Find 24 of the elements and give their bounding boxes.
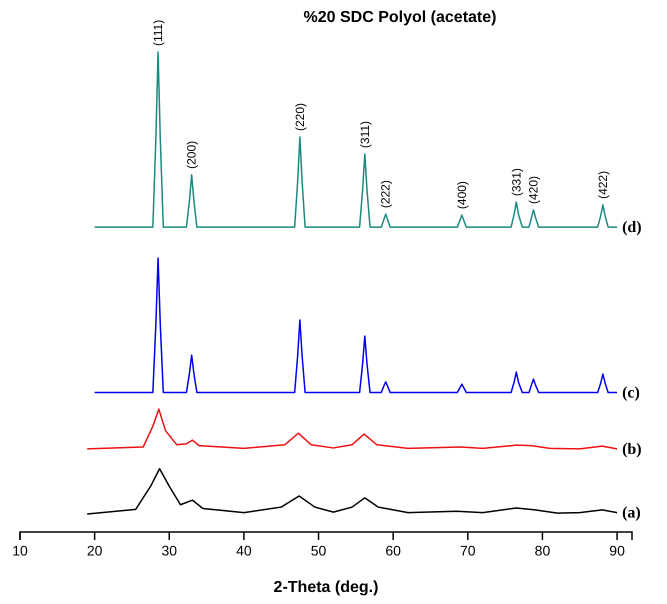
x-tick-label: 30 <box>161 542 178 559</box>
annotation: (420) <box>526 176 540 204</box>
series-label: (a) <box>622 504 641 522</box>
annotation: (331) <box>509 168 524 196</box>
annotation: (111) <box>151 20 166 46</box>
chart-title: %20 SDC Polyol (acetate) <box>304 9 496 26</box>
x-tick-label: 70 <box>460 542 476 559</box>
x-tick-label: 90 <box>609 542 626 559</box>
series-label: (d) <box>622 219 642 236</box>
annotation: (311) <box>358 120 372 148</box>
annotation: (200) <box>184 140 199 169</box>
x-axis-title: 2-Theta (deg.) <box>274 579 378 596</box>
annotation: (400) <box>454 181 469 210</box>
x-tick-label: 80 <box>534 542 550 559</box>
x-tick-label: 10 <box>12 542 28 559</box>
x-tick-label: 20 <box>86 542 103 559</box>
x-tick-label: 60 <box>385 542 402 559</box>
x-tick-label: 40 <box>236 542 252 559</box>
annotation: (220) <box>292 102 307 132</box>
series-label: (c) <box>622 384 640 402</box>
annotation: (422) <box>596 170 610 199</box>
series-label: (b) <box>622 440 642 458</box>
annotation: (222) <box>378 180 393 208</box>
x-tick-label: 50 <box>310 542 327 559</box>
